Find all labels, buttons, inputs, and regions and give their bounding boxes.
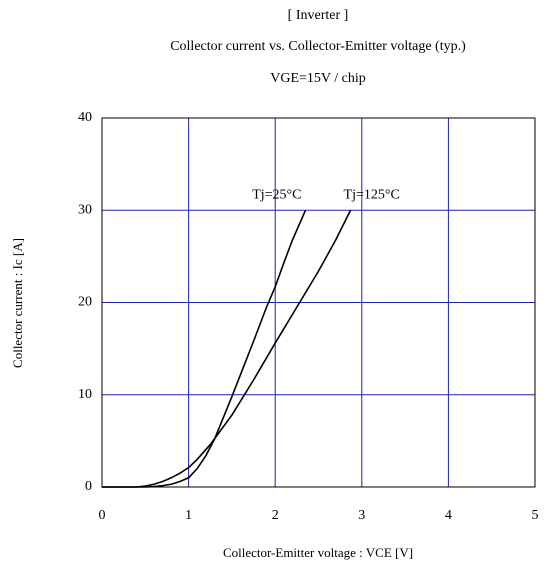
x-tick-label: 0 xyxy=(99,508,106,523)
x-axis-label: Collector-Emitter voltage : VCE [V] xyxy=(223,545,413,560)
chart-subtitle: VGE=15V / chip xyxy=(270,71,366,86)
y-tick-label: 0 xyxy=(85,479,92,494)
plot-frame xyxy=(101,117,536,488)
x-tick-label: 2 xyxy=(272,508,279,523)
x-tick-label: 3 xyxy=(358,508,365,523)
x-tick-label: 1 xyxy=(185,508,192,523)
y-tick-label: 30 xyxy=(78,202,92,217)
y-tick-label: 10 xyxy=(78,387,92,402)
data-line xyxy=(102,209,352,488)
y-tick-label: 40 xyxy=(78,110,92,125)
x-tick-label: 4 xyxy=(445,508,452,523)
chart-subtitle: Collector current vs. Collector-Emitter … xyxy=(170,39,466,54)
y-axis-label: Collector current : Ic [A] xyxy=(10,238,25,368)
chart-title: [ Inverter ] xyxy=(288,8,349,23)
series-label: Tj=25°C xyxy=(252,187,301,202)
y-tick-label: 20 xyxy=(78,295,92,310)
x-tick-label: 5 xyxy=(532,508,539,523)
series-label: Tj=125°C xyxy=(344,187,400,202)
